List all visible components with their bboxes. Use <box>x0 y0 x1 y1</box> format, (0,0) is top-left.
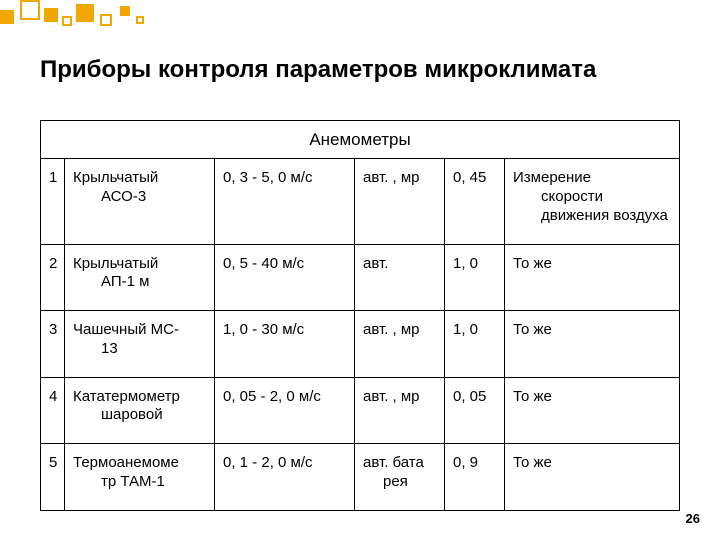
device-name-line2: шаровой <box>73 406 206 425</box>
measure-range: 0, 3 - 5, 0 м/с <box>223 169 313 186</box>
cell-num: 3 <box>41 311 65 378</box>
cell-mode: авт. , мр <box>355 159 445 244</box>
table-row: 3 Чашечный МС- 13 1, 0 - 30 м/с авт. , мр 1, … <box>41 311 680 378</box>
page-number: 26 <box>686 511 700 526</box>
cell-num: 2 <box>41 244 65 311</box>
error-value: 0, 05 <box>453 388 486 405</box>
table-section-header: Анемометры <box>41 121 680 159</box>
cell-name: Термоанемоме тр ТАМ-1 <box>65 444 215 511</box>
cell-range: 0, 05 - 2, 0 м/с <box>215 377 355 444</box>
cell-name: Чашечный МС- 13 <box>65 311 215 378</box>
error-value: 1, 0 <box>453 255 478 272</box>
device-name-line2: АП-1 м <box>73 273 206 292</box>
cell-name: Крыльчатый АСО-3 <box>65 159 215 244</box>
error-value: 0, 45 <box>453 169 486 186</box>
error-value: 1, 0 <box>453 321 478 338</box>
device-name-line1: Термоанемоме <box>73 454 179 471</box>
decor-square <box>76 4 94 22</box>
device-name-line1: Чашечный МС- <box>73 321 179 338</box>
cell-name: Кататермометршаровой <box>65 377 215 444</box>
corner-decoration <box>0 0 200 40</box>
purpose-line1: То же <box>513 321 552 338</box>
row-number: 3 <box>49 321 57 338</box>
decor-square <box>120 6 130 16</box>
cell-num: 1 <box>41 159 65 244</box>
measure-range: 0, 1 - 2, 0 м/с <box>223 454 313 471</box>
table-body: Анемометры 1 Крыльчатый АСО-3 0, 3 - 5, 0 м/… <box>41 121 680 511</box>
purpose-line1: Измерение <box>513 169 591 186</box>
device-name-line1: Крыльчатый <box>73 255 158 272</box>
device-name-line1: Крыльчатый <box>73 169 158 186</box>
purpose-line1: То же <box>513 388 552 405</box>
measure-range: 0, 5 - 40 м/с <box>223 255 304 272</box>
purpose-line1: То же <box>513 454 552 471</box>
purpose-line1: То же <box>513 255 552 272</box>
decor-square <box>62 16 72 26</box>
purpose-line2: скорости движения воздуха <box>513 188 671 226</box>
device-name-line2: 13 <box>73 340 206 359</box>
row-number: 4 <box>49 388 57 405</box>
cell-name: КрыльчатыйАП-1 м <box>65 244 215 311</box>
table-row: 4 Кататермометршаровой 0, 05 - 2, 0 м/с авт… <box>41 377 680 444</box>
cell-range: 0, 3 - 5, 0 м/с <box>215 159 355 244</box>
table-row: 5 Термоанемоме тр ТАМ-1 0, 1 - 2, 0 м/с авт.… <box>41 444 680 511</box>
device-name-line2: АСО-3 <box>73 188 206 207</box>
cell-num: 5 <box>41 444 65 511</box>
cell-purpose: То же <box>505 244 680 311</box>
cell-error: 0, 45 <box>445 159 505 244</box>
cell-error: 0, 9 <box>445 444 505 511</box>
measure-range: 0, 05 - 2, 0 м/с <box>223 388 321 405</box>
mode-line1: авт. , мр <box>363 169 420 186</box>
decor-square <box>0 10 14 24</box>
error-value: 0, 9 <box>453 454 478 471</box>
cell-error: 1, 0 <box>445 244 505 311</box>
slide-title: Приборы контроля параметров микроклимата <box>40 56 680 84</box>
device-name-line2: тр ТАМ-1 <box>73 473 206 492</box>
device-name-line1: Кататермометр <box>73 388 180 405</box>
cell-error: 1, 0 <box>445 311 505 378</box>
table-row: 2 КрыльчатыйАП-1 м 0, 5 - 40 м/с авт. 1, 0 То… <box>41 244 680 311</box>
row-number: 1 <box>49 169 57 186</box>
row-number: 2 <box>49 255 57 272</box>
cell-purpose: Измерение скорости движения воздуха <box>505 159 680 244</box>
decor-square <box>136 16 144 24</box>
cell-mode: авт. бата рея <box>355 444 445 511</box>
mode-line2: рея <box>363 473 436 492</box>
cell-purpose: То же <box>505 444 680 511</box>
cell-mode: авт. <box>355 244 445 311</box>
cell-purpose: То же <box>505 377 680 444</box>
mode-line1: авт. бата <box>363 454 424 471</box>
cell-error: 0, 05 <box>445 377 505 444</box>
measure-range: 1, 0 - 30 м/с <box>223 321 304 338</box>
decor-square <box>20 0 40 20</box>
anemometers-table-wrap: Анемометры 1 Крыльчатый АСО-3 0, 3 - 5, 0 м/… <box>40 120 680 511</box>
cell-num: 4 <box>41 377 65 444</box>
mode-line1: авт. , мр <box>363 321 420 338</box>
mode-line1: авт. , мр <box>363 388 420 405</box>
table-row: 1 Крыльчатый АСО-3 0, 3 - 5, 0 м/с авт. , мр… <box>41 159 680 244</box>
cell-range: 0, 1 - 2, 0 м/с <box>215 444 355 511</box>
cell-mode: авт. , мр <box>355 311 445 378</box>
cell-range: 1, 0 - 30 м/с <box>215 311 355 378</box>
decor-square <box>44 8 58 22</box>
anemometers-table: Анемометры 1 Крыльчатый АСО-3 0, 3 - 5, 0 м/… <box>40 120 680 511</box>
row-number: 5 <box>49 454 57 471</box>
cell-purpose: То же <box>505 311 680 378</box>
cell-mode: авт. , мр <box>355 377 445 444</box>
mode-line1: авт. <box>363 255 388 272</box>
cell-range: 0, 5 - 40 м/с <box>215 244 355 311</box>
table-section-header-row: Анемометры <box>41 121 680 159</box>
decor-square <box>100 14 112 26</box>
